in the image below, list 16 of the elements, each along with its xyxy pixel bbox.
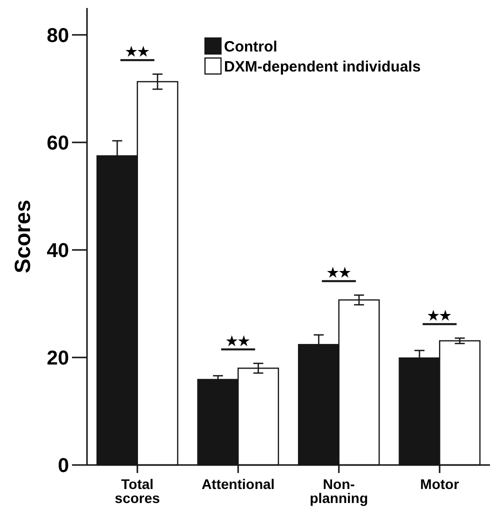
x-tick-label: Motor [420, 476, 460, 492]
legend-label: DXM-dependent individuals [224, 58, 421, 76]
x-tick-label: Non-planning [310, 476, 368, 506]
annotation: ★★ [226, 333, 250, 348]
x-tick-label: Attentional [202, 476, 275, 492]
legend-label: Control [224, 38, 278, 56]
annotation: ★★ [125, 44, 150, 60]
y-tick-label: 80 [46, 24, 69, 47]
y-tick-label: 0 [58, 455, 69, 477]
x-tick-label: Total scores [114, 476, 160, 506]
y-tick-label: 60 [46, 132, 69, 154]
y-tick-label: 20 [46, 347, 69, 370]
y-tick-label: 40 [46, 240, 69, 262]
annotation: ★★ [428, 308, 452, 324]
annotation: ★★ [326, 265, 351, 280]
y-axis-title: Scores [10, 200, 35, 274]
